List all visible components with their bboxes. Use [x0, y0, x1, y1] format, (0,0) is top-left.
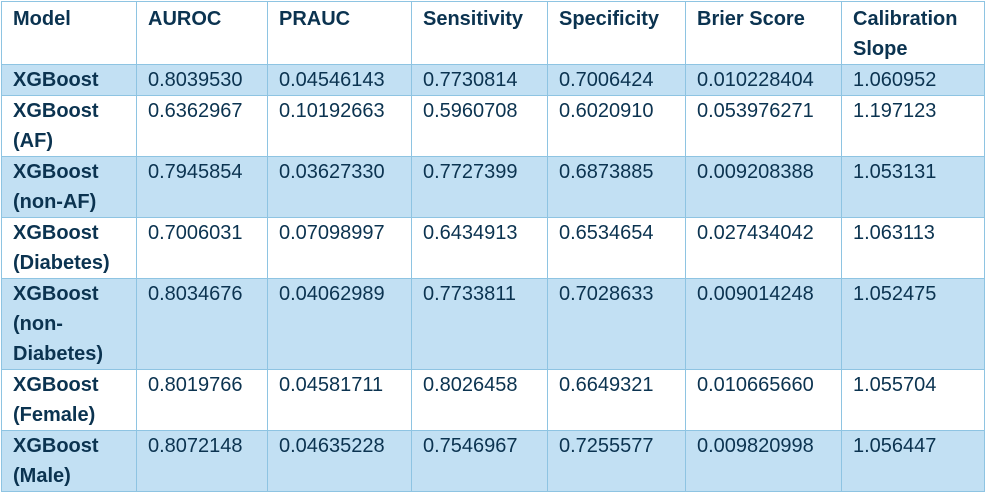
table-row: XGBoost (Diabetes) 0.7006031 0.07098997 … — [1, 217, 985, 279]
cell-prauc: 0.04062989 — [267, 278, 412, 370]
cell-auroc: 0.7945854 — [136, 156, 268, 218]
cell-calibration-slope: 1.063113 — [841, 217, 985, 279]
cell-brier-score: 0.027434042 — [685, 217, 842, 279]
cell-prauc: 0.04581711 — [267, 369, 412, 431]
header-sensitivity: Sensitivity — [411, 1, 548, 65]
cell-brier-score: 0.010665660 — [685, 369, 842, 431]
table-row: XGBoost (Male) 0.8072148 0.04635228 0.75… — [1, 430, 985, 492]
table-row: XGBoost (non-AF) 0.7945854 0.03627330 0.… — [1, 156, 985, 218]
cell-brier-score: 0.010228404 — [685, 64, 842, 96]
header-calibration-slope: Calibration Slope — [841, 1, 985, 65]
cell-model: XGBoost (Male) — [1, 430, 137, 492]
cell-calibration-slope: 1.053131 — [841, 156, 985, 218]
header-row: Model AUROC PRAUC Sensitivity Specificit… — [1, 1, 985, 65]
cell-model: XGBoost (Female) — [1, 369, 137, 431]
cell-sensitivity: 0.7546967 — [411, 430, 548, 492]
cell-auroc: 0.8072148 — [136, 430, 268, 492]
header-specificity: Specificity — [547, 1, 686, 65]
table-row: XGBoost (AF) 0.6362967 0.10192663 0.5960… — [1, 95, 985, 157]
cell-sensitivity: 0.7733811 — [411, 278, 548, 370]
cell-specificity: 0.6649321 — [547, 369, 686, 431]
cell-specificity: 0.6020910 — [547, 95, 686, 157]
cell-sensitivity: 0.8026458 — [411, 369, 548, 431]
table-row: XGBoost 0.8039530 0.04546143 0.7730814 0… — [1, 64, 985, 96]
cell-prauc: 0.10192663 — [267, 95, 412, 157]
cell-calibration-slope: 1.197123 — [841, 95, 985, 157]
cell-sensitivity: 0.7730814 — [411, 64, 548, 96]
cell-calibration-slope: 1.056447 — [841, 430, 985, 492]
cell-calibration-slope: 1.052475 — [841, 278, 985, 370]
cell-sensitivity: 0.5960708 — [411, 95, 548, 157]
cell-auroc: 0.8039530 — [136, 64, 268, 96]
cell-prauc: 0.04635228 — [267, 430, 412, 492]
cell-model: XGBoost (non-AF) — [1, 156, 137, 218]
cell-auroc: 0.6362967 — [136, 95, 268, 157]
cell-specificity: 0.6873885 — [547, 156, 686, 218]
cell-brier-score: 0.009820998 — [685, 430, 842, 492]
header-prauc: PRAUC — [267, 1, 412, 65]
cell-prauc: 0.07098997 — [267, 217, 412, 279]
header-brier-score: Brier Score — [685, 1, 842, 65]
cell-specificity: 0.7006424 — [547, 64, 686, 96]
cell-brier-score: 0.009208388 — [685, 156, 842, 218]
cell-model: XGBoost (Diabetes) — [1, 217, 137, 279]
cell-brier-score: 0.053976271 — [685, 95, 842, 157]
cell-prauc: 0.03627330 — [267, 156, 412, 218]
cell-prauc: 0.04546143 — [267, 64, 412, 96]
cell-model: XGBoost (non-Diabetes) — [1, 278, 137, 370]
cell-sensitivity: 0.6434913 — [411, 217, 548, 279]
cell-brier-score: 0.009014248 — [685, 278, 842, 370]
cell-calibration-slope: 1.055704 — [841, 369, 985, 431]
table-row: XGBoost (non-Diabetes) 0.8034676 0.04062… — [1, 278, 985, 370]
header-auroc: AUROC — [136, 1, 268, 65]
cell-calibration-slope: 1.060952 — [841, 64, 985, 96]
cell-specificity: 0.7028633 — [547, 278, 686, 370]
cell-auroc: 0.8019766 — [136, 369, 268, 431]
cell-auroc: 0.7006031 — [136, 217, 268, 279]
cell-model: XGBoost — [1, 64, 137, 96]
cell-specificity: 0.7255577 — [547, 430, 686, 492]
table-row: XGBoost (Female) 0.8019766 0.04581711 0.… — [1, 369, 985, 431]
cell-specificity: 0.6534654 — [547, 217, 686, 279]
cell-sensitivity: 0.7727399 — [411, 156, 548, 218]
cell-auroc: 0.8034676 — [136, 278, 268, 370]
header-model: Model — [1, 1, 137, 65]
cell-model: XGBoost (AF) — [1, 95, 137, 157]
